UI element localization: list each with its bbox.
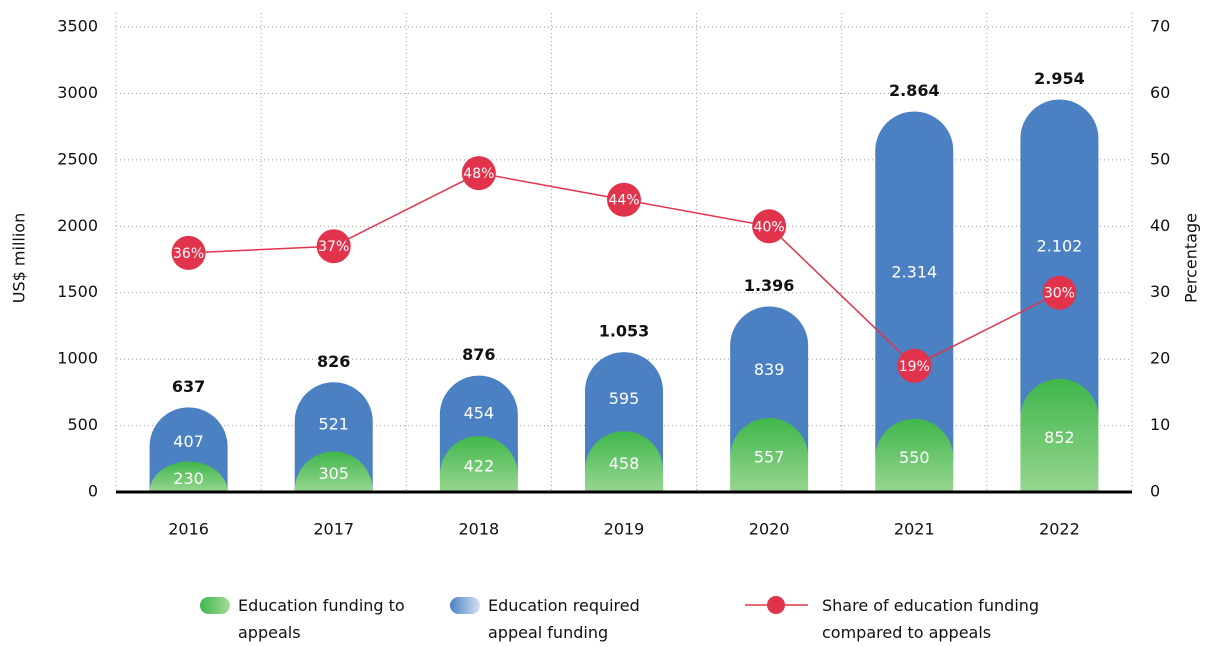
bar-segment — [294, 451, 373, 492]
value-label: 458 — [609, 454, 640, 473]
total-label: 2.954 — [1034, 69, 1085, 88]
value-label: 557 — [754, 447, 785, 466]
bar-segment — [1020, 378, 1099, 492]
y2-tick-label: 60 — [1150, 83, 1170, 102]
legend-label: Education funding to appeals — [238, 596, 405, 642]
line-point — [607, 182, 641, 217]
y-tick-label: 500 — [67, 415, 98, 434]
value-label: 44% — [608, 193, 639, 209]
x-tick-label: 2020 — [749, 520, 790, 539]
legend-swatch — [450, 597, 480, 614]
legend-label: Education required appeal funding — [488, 596, 640, 642]
y2-tick-label: 0 — [1150, 482, 1160, 501]
y-tick-label: 2500 — [57, 149, 98, 168]
total-label: 876 — [462, 345, 495, 364]
value-label: 839 — [754, 360, 785, 379]
x-tick-label: 2021 — [894, 520, 935, 539]
total-label: 1.053 — [599, 322, 650, 341]
total-label: 2.864 — [889, 81, 940, 100]
y2-tick-label: 50 — [1150, 149, 1170, 168]
y2-tick-label: 10 — [1150, 415, 1170, 434]
bar-segment — [149, 461, 228, 492]
x-tick-label: 2017 — [313, 520, 354, 539]
bar-segment — [1020, 99, 1099, 418]
value-label: 30% — [1044, 286, 1075, 302]
bar-segment — [585, 431, 663, 492]
value-label: 230 — [173, 469, 204, 488]
value-label: 550 — [899, 448, 930, 467]
line-point — [1042, 275, 1077, 310]
line-point — [897, 348, 932, 383]
y2-tick-label: 20 — [1150, 349, 1170, 368]
value-label: 2.314 — [891, 263, 937, 282]
value-label: 305 — [318, 464, 349, 483]
line-point — [316, 229, 351, 264]
y-tick-label: 1000 — [57, 349, 98, 368]
bar-segment — [439, 435, 518, 492]
value-label: 36% — [173, 246, 204, 262]
line-point — [171, 235, 206, 270]
value-label: 422 — [464, 456, 495, 475]
bar-segment — [875, 111, 954, 458]
y-tick-label: 2000 — [57, 216, 98, 235]
legend-label: Share of education funding compared to a… — [822, 596, 1040, 642]
y-tick-label: 3000 — [57, 83, 98, 102]
legend-swatch — [767, 596, 785, 614]
y-tick-label: 1500 — [57, 282, 98, 301]
legend-swatch — [200, 597, 230, 614]
line-point — [461, 156, 496, 191]
y2-tick-label: 70 — [1150, 17, 1170, 36]
value-label: 19% — [899, 359, 930, 375]
y2-axis-label: Percentage — [1182, 213, 1201, 303]
value-label: 595 — [609, 389, 640, 408]
value-label: 407 — [173, 432, 204, 451]
value-label: 40% — [754, 219, 785, 235]
value-label: 852 — [1044, 428, 1075, 447]
value-label: 521 — [318, 414, 349, 433]
value-label: 454 — [464, 403, 495, 422]
y-tick-label: 3500 — [57, 17, 98, 36]
total-label: 1.396 — [744, 276, 795, 295]
x-tick-label: 2016 — [168, 520, 209, 539]
y-tick-label: 0 — [88, 482, 98, 501]
line-point — [752, 209, 787, 244]
x-tick-label: 2022 — [1039, 520, 1080, 539]
value-label: 37% — [318, 239, 349, 255]
x-tick-label: 2019 — [604, 520, 645, 539]
total-label: 826 — [317, 352, 350, 371]
value-label: 48% — [463, 166, 494, 182]
bar-segment — [875, 418, 954, 492]
y2-tick-label: 40 — [1150, 216, 1170, 235]
total-label: 637 — [172, 377, 205, 396]
x-tick-label: 2018 — [458, 520, 499, 539]
bar-segment — [730, 417, 809, 492]
value-label: 2.102 — [1037, 237, 1083, 256]
y2-tick-label: 30 — [1150, 282, 1170, 301]
y-axis-label: US$ million — [10, 213, 29, 303]
bar-segment — [730, 306, 809, 457]
